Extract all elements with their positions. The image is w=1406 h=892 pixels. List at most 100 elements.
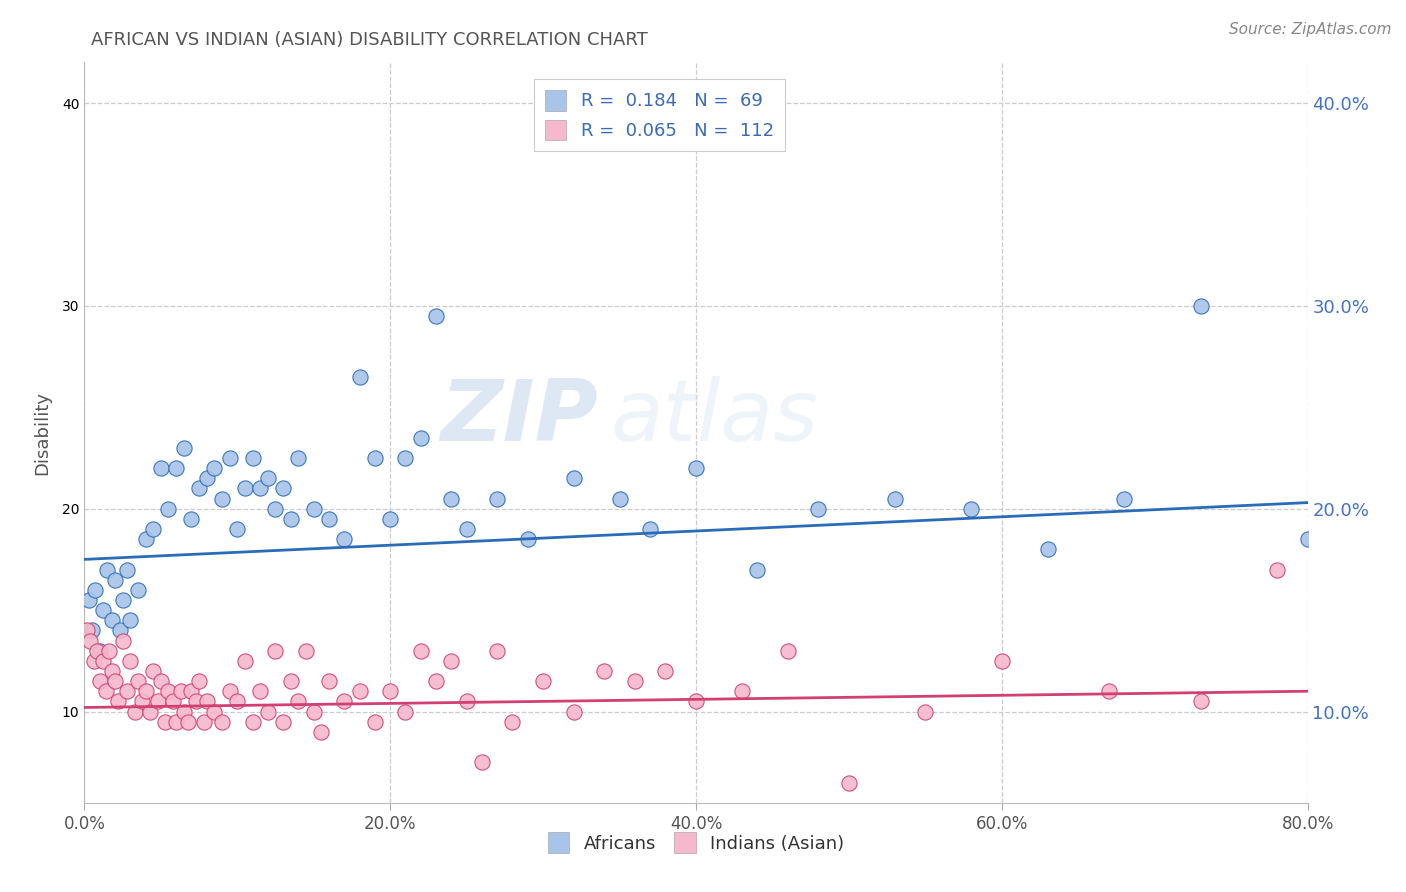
Point (155, 714, 177, 729)
Point (440, 654, 463, 668)
Point (257, 471, 280, 485)
Point (302, 501, 325, 516)
Point (264, 643, 287, 657)
Point (149, 674, 172, 689)
Point (295, 643, 318, 657)
Point (593, 664, 616, 678)
Point (107, 694, 129, 708)
Point (89, 674, 111, 689)
Point (233, 482, 256, 496)
Point (115, 562, 138, 576)
Point (624, 674, 647, 689)
Point (94, 684, 117, 698)
Point (364, 714, 387, 729)
Point (991, 654, 1014, 668)
Point (101, 664, 124, 678)
Point (193, 714, 215, 729)
Point (184, 694, 207, 708)
Point (131, 694, 153, 708)
Point (76, 624, 98, 638)
Point (531, 674, 554, 689)
Point (280, 674, 302, 689)
Point (170, 684, 193, 698)
Point (287, 450, 309, 465)
Y-axis label: Disability: Disability (32, 391, 51, 475)
Point (1296, 532, 1319, 546)
Point (280, 512, 302, 526)
Point (249, 684, 271, 698)
Point (364, 450, 387, 465)
Point (127, 674, 149, 689)
Point (84, 582, 107, 597)
Point (883, 491, 905, 506)
Point (302, 705, 325, 719)
Point (440, 491, 463, 506)
Point (394, 705, 416, 719)
Point (271, 482, 294, 496)
Point (146, 694, 169, 708)
Point (165, 461, 187, 475)
Point (562, 705, 585, 719)
Point (162, 694, 184, 708)
Point (157, 684, 180, 698)
Text: atlas: atlas (610, 376, 818, 459)
Point (838, 775, 860, 789)
Text: AFRICAN VS INDIAN (ASIAN) DISABILITY CORRELATION CHART: AFRICAN VS INDIAN (ASIAN) DISABILITY COR… (91, 31, 648, 49)
Point (195, 694, 218, 708)
Point (425, 309, 447, 323)
Point (731, 684, 754, 698)
Point (211, 714, 233, 729)
Point (188, 674, 211, 689)
Point (1036, 542, 1059, 557)
Point (80, 624, 103, 638)
Point (456, 522, 478, 536)
Point (654, 664, 676, 678)
Point (1189, 694, 1212, 708)
Point (135, 532, 157, 546)
Point (104, 573, 127, 587)
Point (177, 714, 200, 729)
Point (333, 532, 356, 546)
Point (111, 593, 134, 607)
Point (776, 643, 799, 657)
Point (425, 674, 447, 689)
Point (149, 461, 172, 475)
Point (120, 654, 142, 668)
Point (202, 461, 225, 475)
Point (271, 714, 294, 729)
Point (211, 491, 233, 506)
Point (127, 582, 149, 597)
Point (218, 450, 240, 465)
Point (502, 714, 524, 729)
Point (142, 522, 165, 536)
Point (685, 694, 707, 708)
Point (471, 756, 494, 770)
Point (747, 562, 769, 576)
Legend: Africans, Indians (Asian): Africans, Indians (Asian) (540, 825, 852, 861)
Point (180, 512, 202, 526)
Point (142, 664, 165, 678)
Point (226, 694, 249, 708)
Point (218, 684, 240, 698)
Point (409, 643, 432, 657)
Point (1114, 491, 1136, 506)
Point (111, 633, 134, 648)
Point (86, 643, 108, 657)
Point (311, 724, 333, 739)
Point (807, 501, 830, 516)
Point (124, 705, 146, 719)
Point (91, 603, 114, 617)
Point (516, 532, 538, 546)
Point (79, 633, 101, 648)
Point (139, 705, 162, 719)
Point (257, 705, 280, 719)
Point (89, 643, 111, 657)
Point (173, 705, 195, 719)
Point (180, 684, 202, 698)
Point (609, 491, 631, 506)
Point (318, 512, 340, 526)
Point (318, 674, 340, 689)
Point (120, 613, 142, 627)
Point (333, 694, 356, 708)
Point (101, 613, 124, 627)
